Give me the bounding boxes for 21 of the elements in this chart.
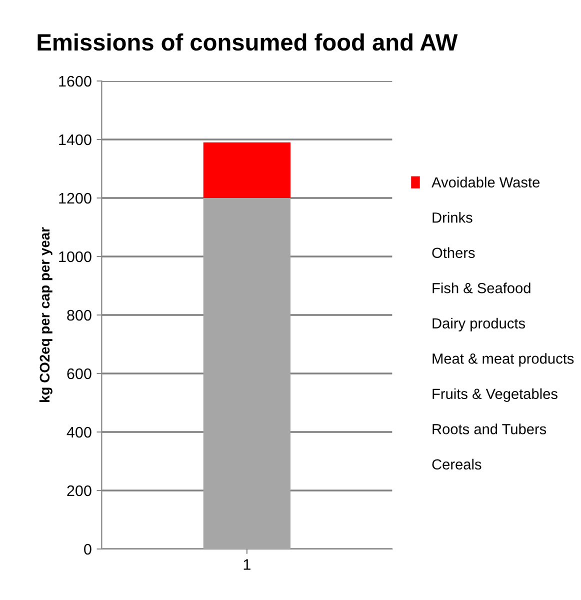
y-tick-label: 600: [67, 368, 92, 380]
chart-title: Emissions of consumed food and AW: [38, 33, 458, 51]
text: Cereals: [432, 458, 482, 470]
text: Drinks: [432, 212, 472, 223]
x-tick-label: 1: [244, 559, 250, 570]
y-tick-label: 1600: [59, 76, 92, 87]
text: Fish & Seafood: [432, 282, 530, 294]
y-axis-title: kg CO2eq per cap per year: [39, 227, 52, 402]
y-tick-label: 0: [84, 544, 92, 555]
text: Dairy products: [432, 318, 526, 332]
y-tick-label: 1200: [59, 192, 92, 204]
text: Others: [432, 247, 475, 258]
text: Roots and Tubers: [432, 424, 546, 434]
y-tick-label: 1000: [59, 251, 92, 262]
y-tick-label: 200: [67, 485, 92, 496]
legend-label: Avoidable Waste: [432, 176, 540, 188]
text: Fruits & Vegetables: [432, 388, 558, 402]
text: Meat & meat products: [432, 353, 574, 367]
y-tick-label: 400: [66, 426, 92, 438]
y-tick-label: 1400: [59, 134, 92, 146]
y-tick-label: 800: [67, 310, 92, 321]
